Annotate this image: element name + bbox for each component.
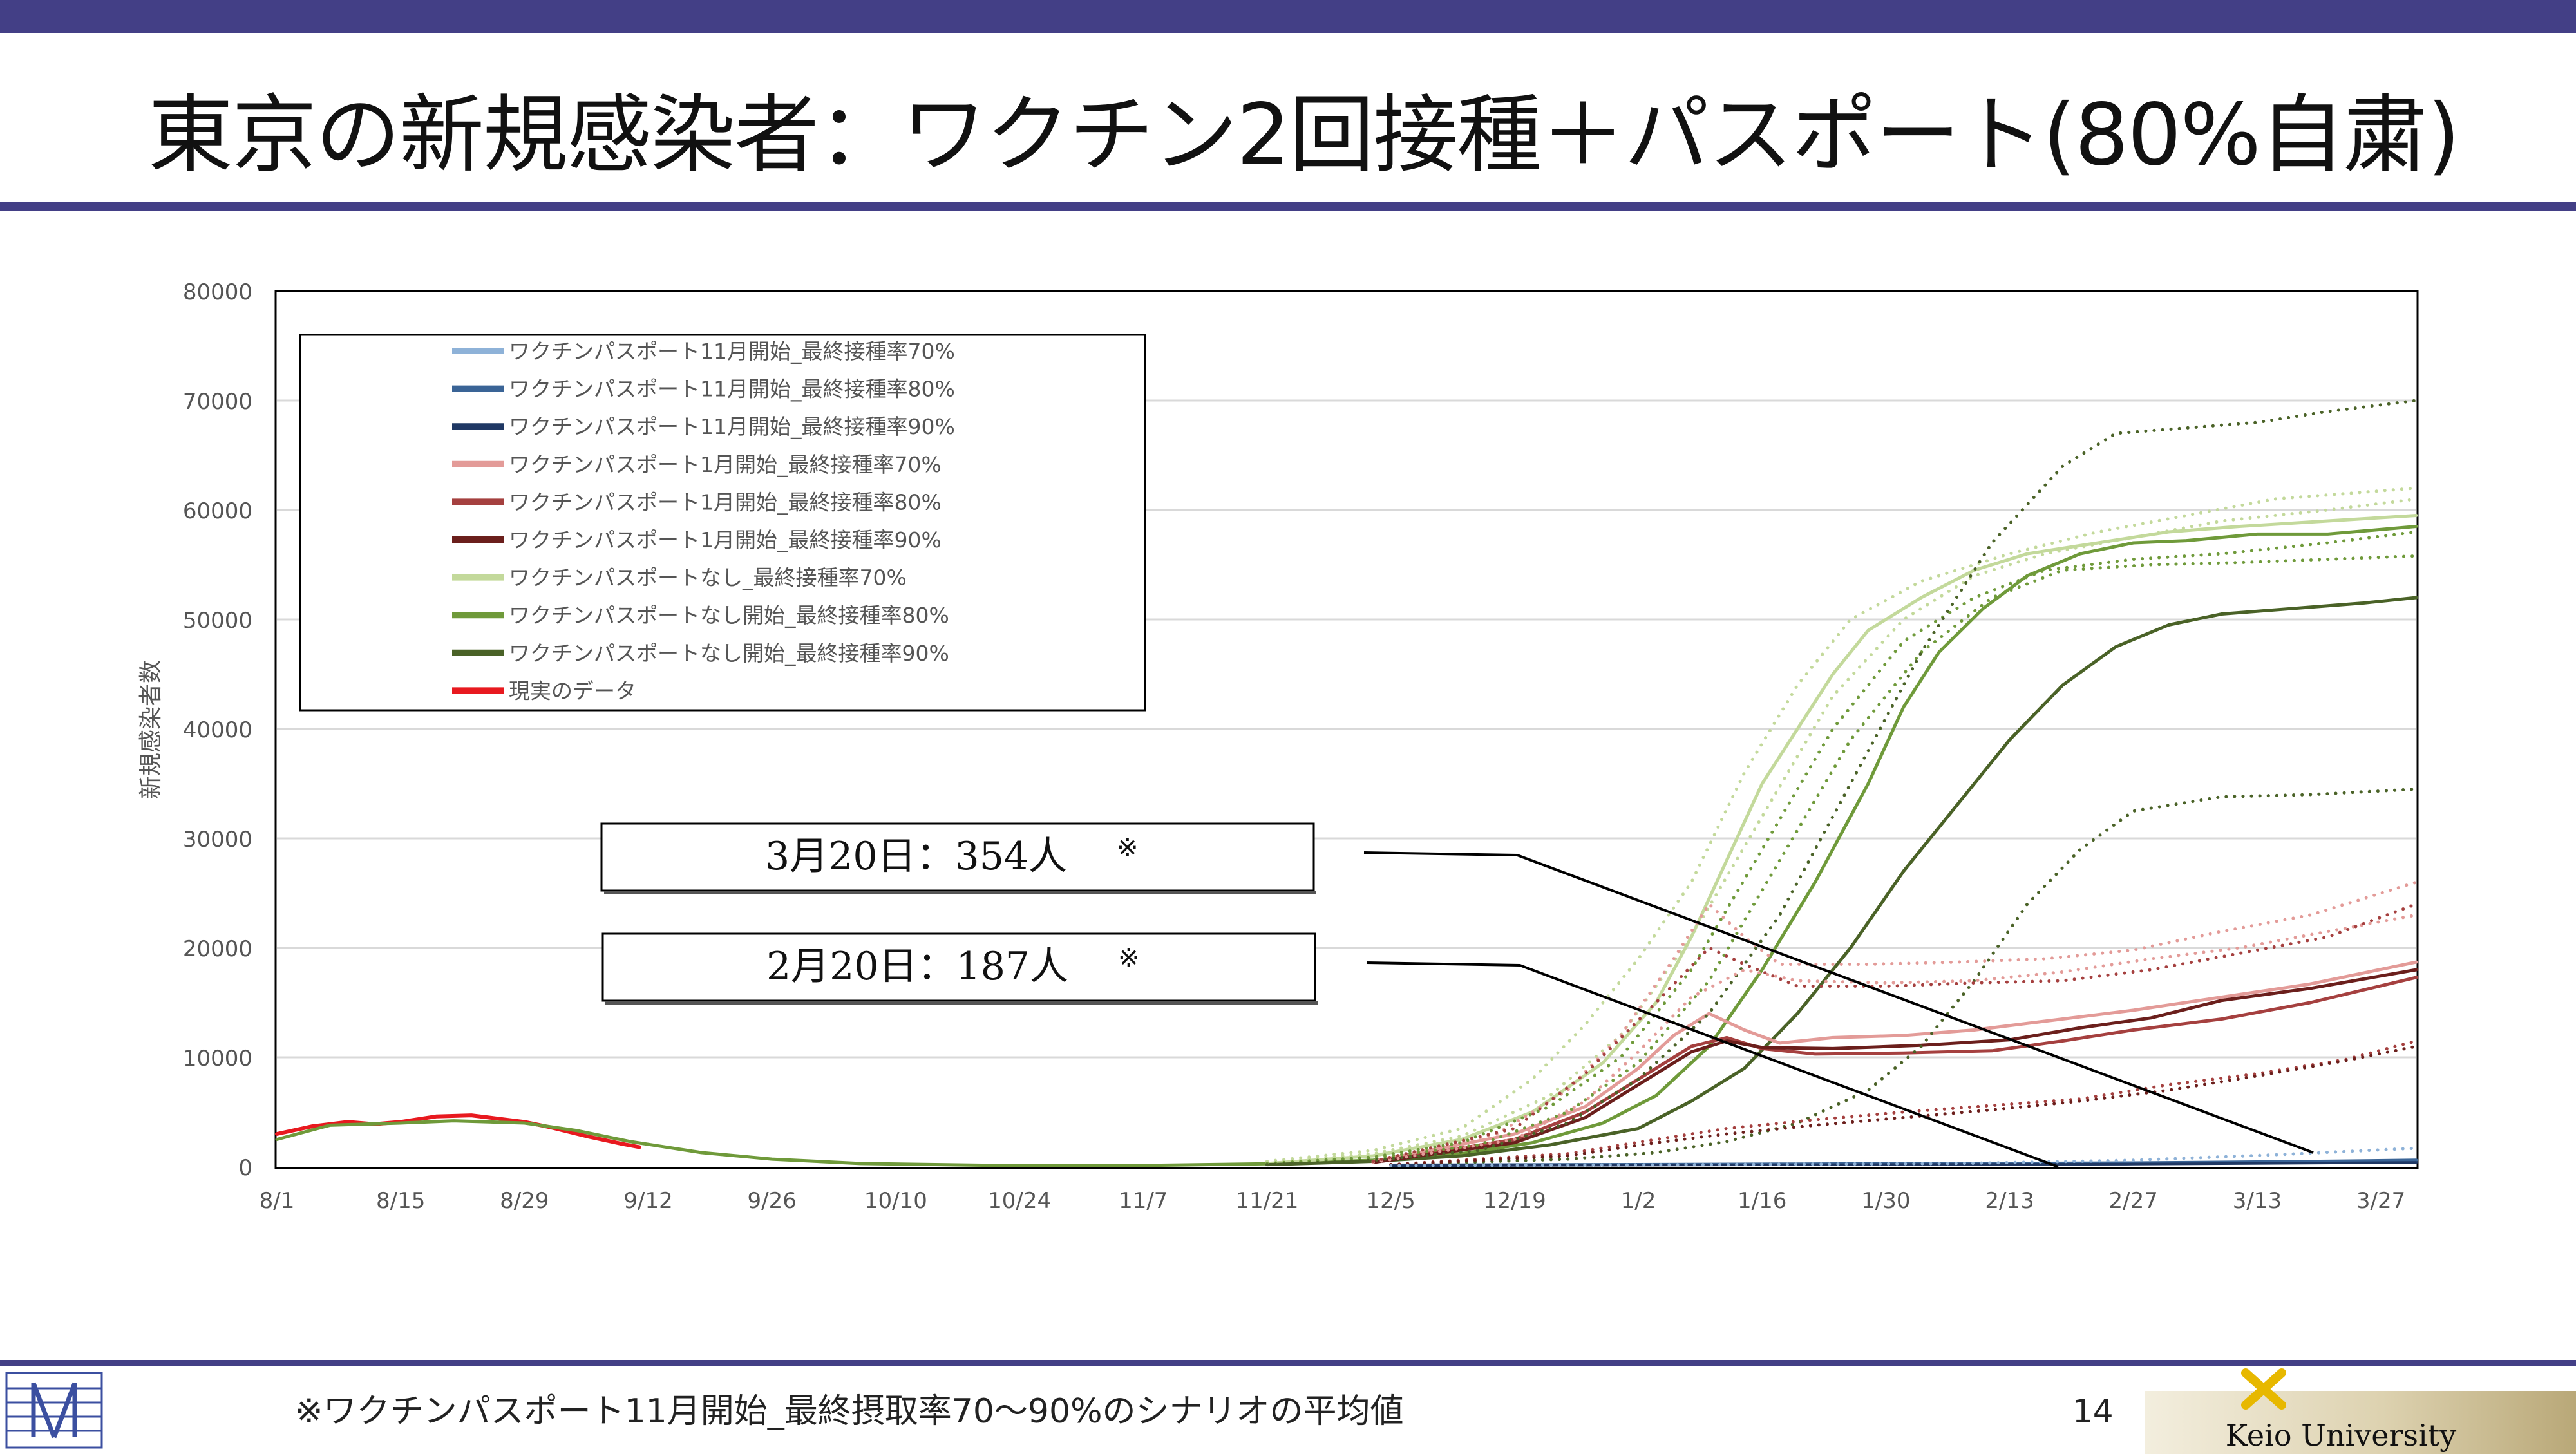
slide-title: 東京の新規感染者：ワクチン2回接種＋パスポート(80%自粛) xyxy=(148,86,2460,185)
chart-series xyxy=(275,399,2418,1167)
y-tick-label: 10000 xyxy=(183,1046,252,1072)
x-tick-label: 11/7 xyxy=(1119,1188,1168,1214)
lab-logo-icon xyxy=(5,1372,103,1449)
bottom-rule xyxy=(0,1360,2576,1366)
x-tick-label: 10/10 xyxy=(864,1188,927,1214)
top-band xyxy=(0,0,2576,33)
x-tick-label: 9/26 xyxy=(748,1188,797,1214)
legend-label: 現実のデータ xyxy=(509,678,636,703)
series-line-19 xyxy=(1389,1039,2418,1167)
x-tick-label: 2/13 xyxy=(1985,1188,2034,1214)
x-tick-label: 12/19 xyxy=(1483,1188,1546,1214)
y-tick-label: 80000 xyxy=(183,279,252,305)
x-tick-label: 9/12 xyxy=(623,1188,672,1214)
callout-shadow-march xyxy=(604,891,1316,894)
series-line-14 xyxy=(1265,399,2418,1167)
callout-text-feb: 2月20日：187人 xyxy=(766,944,1068,989)
legend-label: ワクチンパスポートなし開始_最終接種率80% xyxy=(509,603,949,628)
legend-label: ワクチンパスポート11月開始_最終接種率90% xyxy=(509,414,955,439)
callout-text-march: 3月20日：354人 xyxy=(765,834,1067,879)
x-tick-label: 8/15 xyxy=(376,1188,425,1214)
plot-frame xyxy=(274,290,2419,1169)
series-line-2 xyxy=(275,525,2418,1167)
x-tick-label: 2/27 xyxy=(2109,1188,2158,1214)
series-line-5 xyxy=(1371,960,2418,1163)
line-chart: 0 10000 20000 30000 40000 50000 60000 70000 8000… xyxy=(138,279,2419,1214)
legend: ワクチンパスポート11月開始_最終接種率70% ワクチンパスポート11月開始_最終… xyxy=(299,334,1146,712)
series-line-4 xyxy=(1265,596,2418,1167)
callout-mark-feb: ※ xyxy=(1118,943,1140,973)
x-tick-label: 11/21 xyxy=(1235,1188,1298,1214)
series-line-1 xyxy=(275,1113,641,1149)
series-line-15 xyxy=(1389,788,2418,1167)
y-tick-label: 40000 xyxy=(183,717,252,743)
x-tick-label: 8/29 xyxy=(500,1188,549,1214)
legend-box xyxy=(299,334,1146,712)
x-tick-label: 1/16 xyxy=(1738,1188,1786,1214)
series-line-11 xyxy=(1265,497,2418,1164)
y-tick-label: 50000 xyxy=(183,608,252,634)
callout-leader-march xyxy=(1363,851,2314,1154)
y-tick-label: 60000 xyxy=(183,498,252,524)
page-number: 14 xyxy=(2072,1393,2114,1430)
pen-emblem-icon xyxy=(2241,1368,2286,1410)
callouts: 3月20日：354人 ※ 2月20日：187人 ※ xyxy=(600,822,2314,1168)
series-line-13 xyxy=(1265,554,2418,1166)
callout-box-march xyxy=(600,822,1315,892)
series-line-7 xyxy=(1371,968,2418,1164)
y-tick-label: 30000 xyxy=(183,827,252,853)
title-rule xyxy=(0,202,2576,211)
legend-label: ワクチンパスポート1月開始_最終接種率70% xyxy=(509,452,942,477)
footnote: ※ワクチンパスポート11月開始_最終摂取率70～90%のシナリオの平均値 xyxy=(295,1392,1404,1431)
y-tick-label: 0 xyxy=(238,1155,252,1181)
y-tick-labels: 0 10000 20000 30000 40000 50000 60000 70000 8000… xyxy=(183,279,252,1181)
x-tick-label: 1/2 xyxy=(1621,1188,1656,1214)
x-tick-label: 8/1 xyxy=(260,1188,295,1214)
x-tick-label: 12/5 xyxy=(1366,1188,1415,1214)
callout-shadow-feb xyxy=(605,1001,1318,1005)
x-tick-label: 3/27 xyxy=(2356,1188,2405,1214)
legend-label: ワクチンパスポートなし_最終接種率70% xyxy=(509,565,907,590)
series-line-12 xyxy=(1265,530,2418,1166)
legend-label: ワクチンパスポートなし開始_最終接種率90% xyxy=(509,641,949,666)
x-tick-label: 1/30 xyxy=(1861,1188,1910,1214)
y-axis-label: 新規感染者数 xyxy=(138,660,164,799)
y-tick-label: 70000 xyxy=(183,389,252,415)
university-banner: Keio University xyxy=(2145,1391,2576,1454)
callout-mark-march: ※ xyxy=(1117,833,1139,863)
callout-box-feb xyxy=(601,932,1316,1002)
callout-leader-feb xyxy=(1366,961,2059,1168)
series-line-10 xyxy=(1265,486,2418,1163)
x-tick-label: 3/13 xyxy=(2233,1188,2282,1214)
legend-label: ワクチンパスポート11月開始_最終接種率70% xyxy=(509,339,955,364)
series-line-3 xyxy=(1265,514,2418,1166)
series-line-17 xyxy=(1371,913,2418,1164)
series-line-18 xyxy=(1371,902,2418,1163)
university-name: Keio University xyxy=(2225,1418,2457,1453)
y-tick-label: 20000 xyxy=(183,936,252,962)
legend-label: ワクチンパスポート11月開始_最終接種率80% xyxy=(509,377,955,402)
x-tick-label: 10/24 xyxy=(988,1188,1051,1214)
x-tick-labels: 8/1 8/15 8/29 9/12 9/26 10/10 10/24 11/7 11/21 12… xyxy=(260,1188,2406,1214)
legend-label: ワクチンパスポート1月開始_最終接種率80% xyxy=(509,489,942,515)
series-line-6 xyxy=(1371,976,2418,1164)
legend-label: ワクチンパスポート1月開始_最終接種率90% xyxy=(509,527,942,552)
series-line-20 xyxy=(1389,1044,2418,1167)
series-line-9 xyxy=(1389,1161,2418,1167)
